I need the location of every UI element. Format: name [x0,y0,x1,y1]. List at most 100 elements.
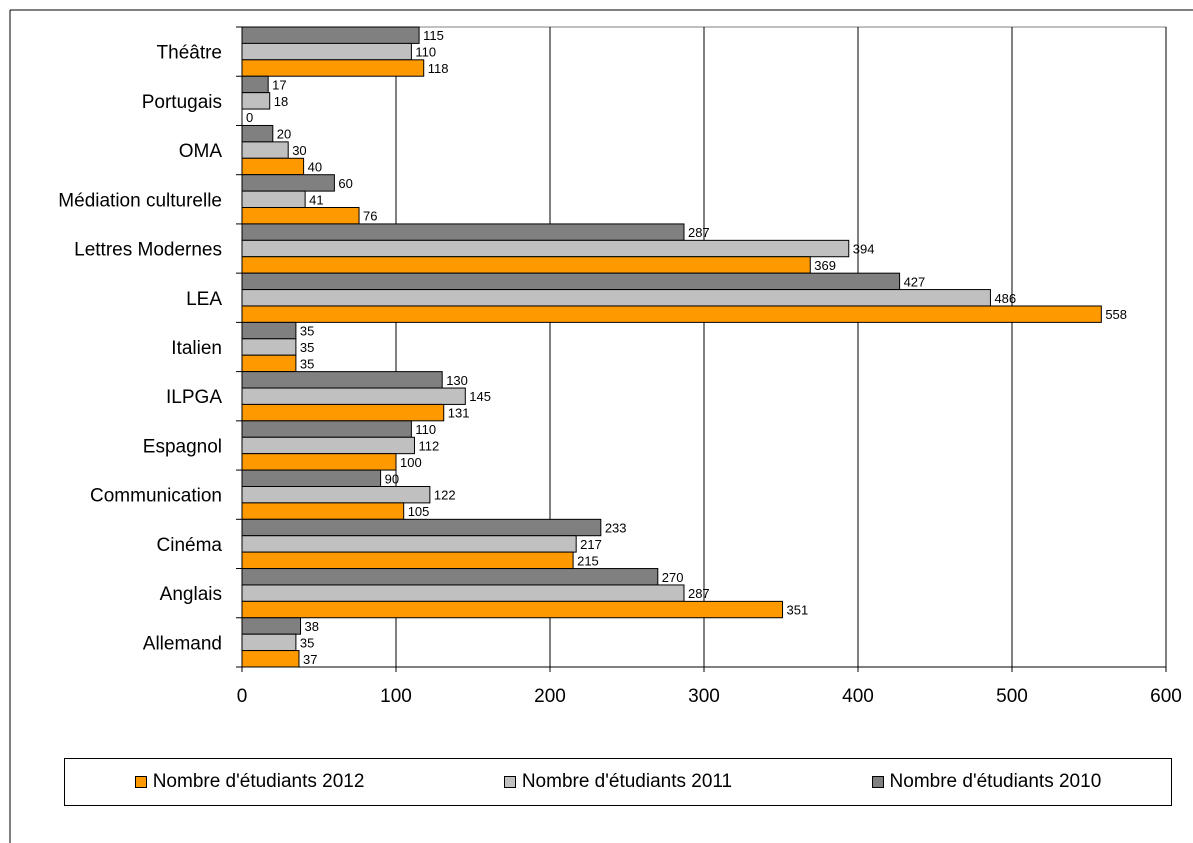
bar-2012-ILPGA [241,403,445,422]
category-label: Allemand [143,633,222,654]
category-label: OMA [179,141,223,162]
bar-2012-Médiation culturelle [241,207,360,225]
data-label: 110 [415,45,436,60]
data-label: 30 [292,143,306,158]
bar-2011-Communication [241,485,431,504]
category-label: LEA [186,289,222,310]
category-label: Lettres Modernes [74,240,222,261]
x-tick-label: 100 [380,686,412,707]
data-label: 287 [688,225,710,240]
x-tick-label: 500 [996,686,1028,707]
data-label: 38 [305,619,319,634]
data-label: 558 [1105,307,1127,322]
bar-2011-OMA [241,141,289,159]
bar-2010-Portugais [241,75,269,94]
bar-2012-Espagnol [241,453,397,471]
data-label: 115 [423,28,444,43]
bar-2011-Italien [241,338,297,356]
bar-2012-Italien [241,354,297,373]
legend-label: Nombre d'étudiants 2011 [521,771,733,792]
data-label: 35 [300,635,314,650]
data-label: 112 [418,438,439,453]
legend: Nombre d'étudiants 2012 Nombre d'étudiant… [64,758,1172,806]
data-label: 90 [385,471,399,486]
bar-2012-Lettres Modernes [241,256,811,274]
x-tick-label: 200 [534,686,566,707]
bar-2012-OMA [241,157,305,176]
data-label: 18 [274,94,288,109]
data-label: 145 [469,389,491,404]
x-tick-label: 0 [237,686,248,707]
axes [236,26,1167,672]
bar-2010-Cinéma [241,518,602,537]
data-label: 287 [688,586,710,601]
bar-2010-LEA [241,272,901,291]
category-label: ILPGA [166,387,222,408]
data-label: 40 [308,159,322,174]
bar-2011-Allemand [241,633,297,652]
bar-2011-Cinéma [241,535,577,553]
data-label: 427 [904,274,926,289]
data-label: 60 [338,176,352,191]
x-tick-label: 300 [688,686,720,707]
bar-2012-Théâtre [241,59,425,77]
category-label: Théâtre [157,43,222,64]
bar-2010-Médiation culturelle [241,174,335,192]
data-label: 0 [246,110,253,125]
x-tick-label: 600 [1150,686,1182,707]
category-label: Portugais [142,92,222,113]
category-label: Médiation culturelle [58,190,222,211]
data-label: 41 [309,192,323,207]
bar-2012-Cinéma [241,551,574,570]
bar-2011-LEA [241,289,991,307]
data-label: 35 [300,356,314,371]
bars [241,26,1102,668]
bar-2011-Lettres Modernes [241,239,850,258]
bar-2011-Espagnol [241,436,415,455]
bar-2010-Lettres Modernes [241,223,685,241]
legend-item: Nombre d'étudiants 2012 [134,771,365,793]
x-tick-label: 400 [842,686,874,707]
data-label: 131 [448,406,470,421]
bar-2010-Espagnol [241,420,412,438]
bar-2012-Communication [241,502,405,520]
data-label: 37 [303,652,317,667]
data-label: 486 [994,291,1016,306]
bar-2011-Théâtre [241,42,412,61]
data-label: 394 [853,242,875,257]
data-label: 100 [400,455,422,470]
data-label: 17 [272,77,286,92]
data-label: 369 [814,258,836,273]
bar-2012-Allemand [241,650,300,668]
legend-item: Nombre d'étudiants 2011 [503,771,733,793]
labels: 0 100 200 300 400 500 600Théâtre115110118Portu… [58,28,1182,707]
bar-2011-Portugais [241,92,271,110]
legend-swatch [871,776,884,788]
category-label: Espagnol [143,436,222,457]
bar-2010-OMA [241,124,274,143]
data-label: 351 [787,603,809,618]
bar-2010-Allemand [241,617,302,635]
data-label: 270 [662,570,684,585]
data-label: 130 [446,373,468,388]
data-label: 215 [577,553,599,568]
data-label: 110 [415,422,436,437]
category-label: Cinéma [157,535,223,556]
legend-item: Nombre d'étudiants 2010 [871,771,1101,793]
data-label: 122 [434,488,456,503]
legend-label: Nombre d'étudiants 2012 [152,771,365,792]
data-label: 35 [300,340,314,355]
category-label: Anglais [160,584,222,605]
data-label: 105 [408,504,430,519]
data-label: 217 [580,537,602,552]
data-label: 35 [300,324,314,339]
bar-2010-Anglais [241,568,659,586]
bar-2010-ILPGA [241,371,443,389]
data-label: 233 [605,521,627,536]
bar-2010-Italien [241,321,297,340]
category-label: Communication [90,486,222,507]
bar-2012-LEA [241,305,1102,323]
bar-2011-Anglais [241,584,685,602]
bar-2011-Médiation culturelle [241,190,306,209]
